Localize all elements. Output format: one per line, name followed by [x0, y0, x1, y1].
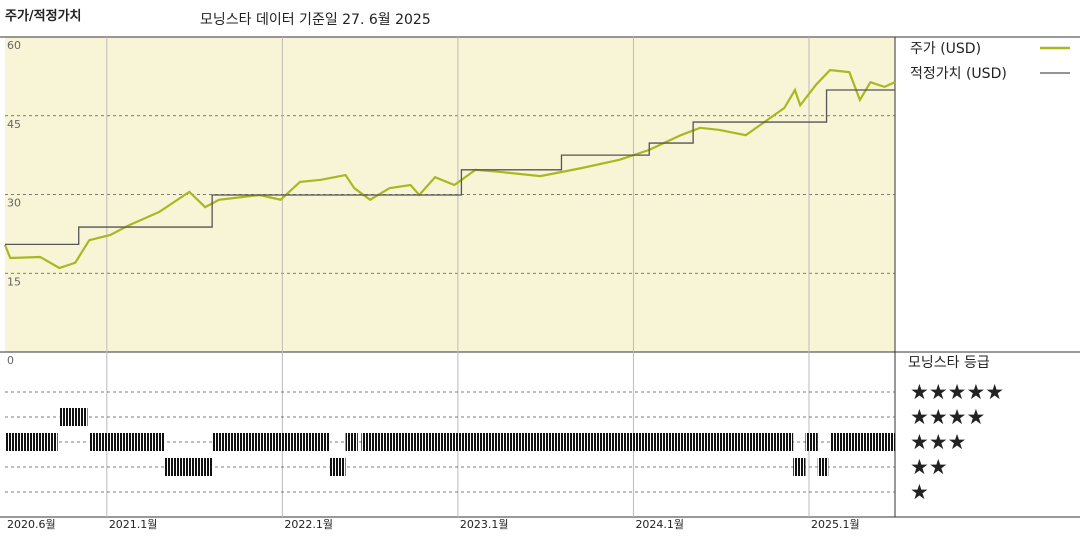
rating-title: 모닝스타 등급 — [908, 355, 990, 371]
rating-bar — [5, 433, 58, 451]
rating-bar — [361, 433, 794, 451]
rating-bar — [793, 458, 806, 476]
series-line — [3, 68, 896, 270]
x-tick-label: 2025.1월 — [811, 518, 860, 531]
y-tick-label: 45 — [7, 118, 21, 131]
rating-bar — [329, 458, 346, 476]
y-tick-label: 15 — [7, 275, 21, 288]
rating-bar — [164, 458, 213, 476]
rating-label: ★★★★ — [910, 405, 985, 429]
rating-bar — [805, 433, 818, 451]
y-tick-label: 30 — [7, 197, 21, 210]
rating-label: ★★★ — [910, 430, 966, 454]
x-tick-label: 2022.1월 — [284, 518, 333, 531]
x-tick-label: 2024.1월 — [635, 518, 684, 531]
rating-label: ★★ — [910, 455, 948, 479]
rating-label: ★★★★★ — [910, 380, 1004, 404]
rating-bar — [345, 433, 358, 451]
rating-label: ★ — [910, 480, 929, 504]
series-line — [5, 89, 895, 246]
chart-title: 주가/적정가치 — [5, 8, 82, 24]
rating-bar — [817, 458, 829, 476]
y-tick-label: 0 — [7, 354, 14, 367]
rating-bar — [59, 408, 88, 426]
rating-bar — [830, 433, 895, 451]
x-tick-label: 2021.1월 — [109, 518, 158, 531]
x-tick-label: 2023.1월 — [460, 518, 509, 531]
legend-label: 적정가치 (USD) — [910, 66, 1007, 82]
rating-bar — [89, 433, 165, 451]
x-tick-label: 2020.6월 — [7, 518, 56, 531]
chart-subtitle: 모닝스타 데이터 기준일 27. 6월 2025 — [200, 12, 431, 28]
legend-label: 주가 (USD) — [910, 41, 981, 57]
rating-bar — [212, 433, 330, 451]
y-tick-label: 60 — [7, 39, 21, 52]
